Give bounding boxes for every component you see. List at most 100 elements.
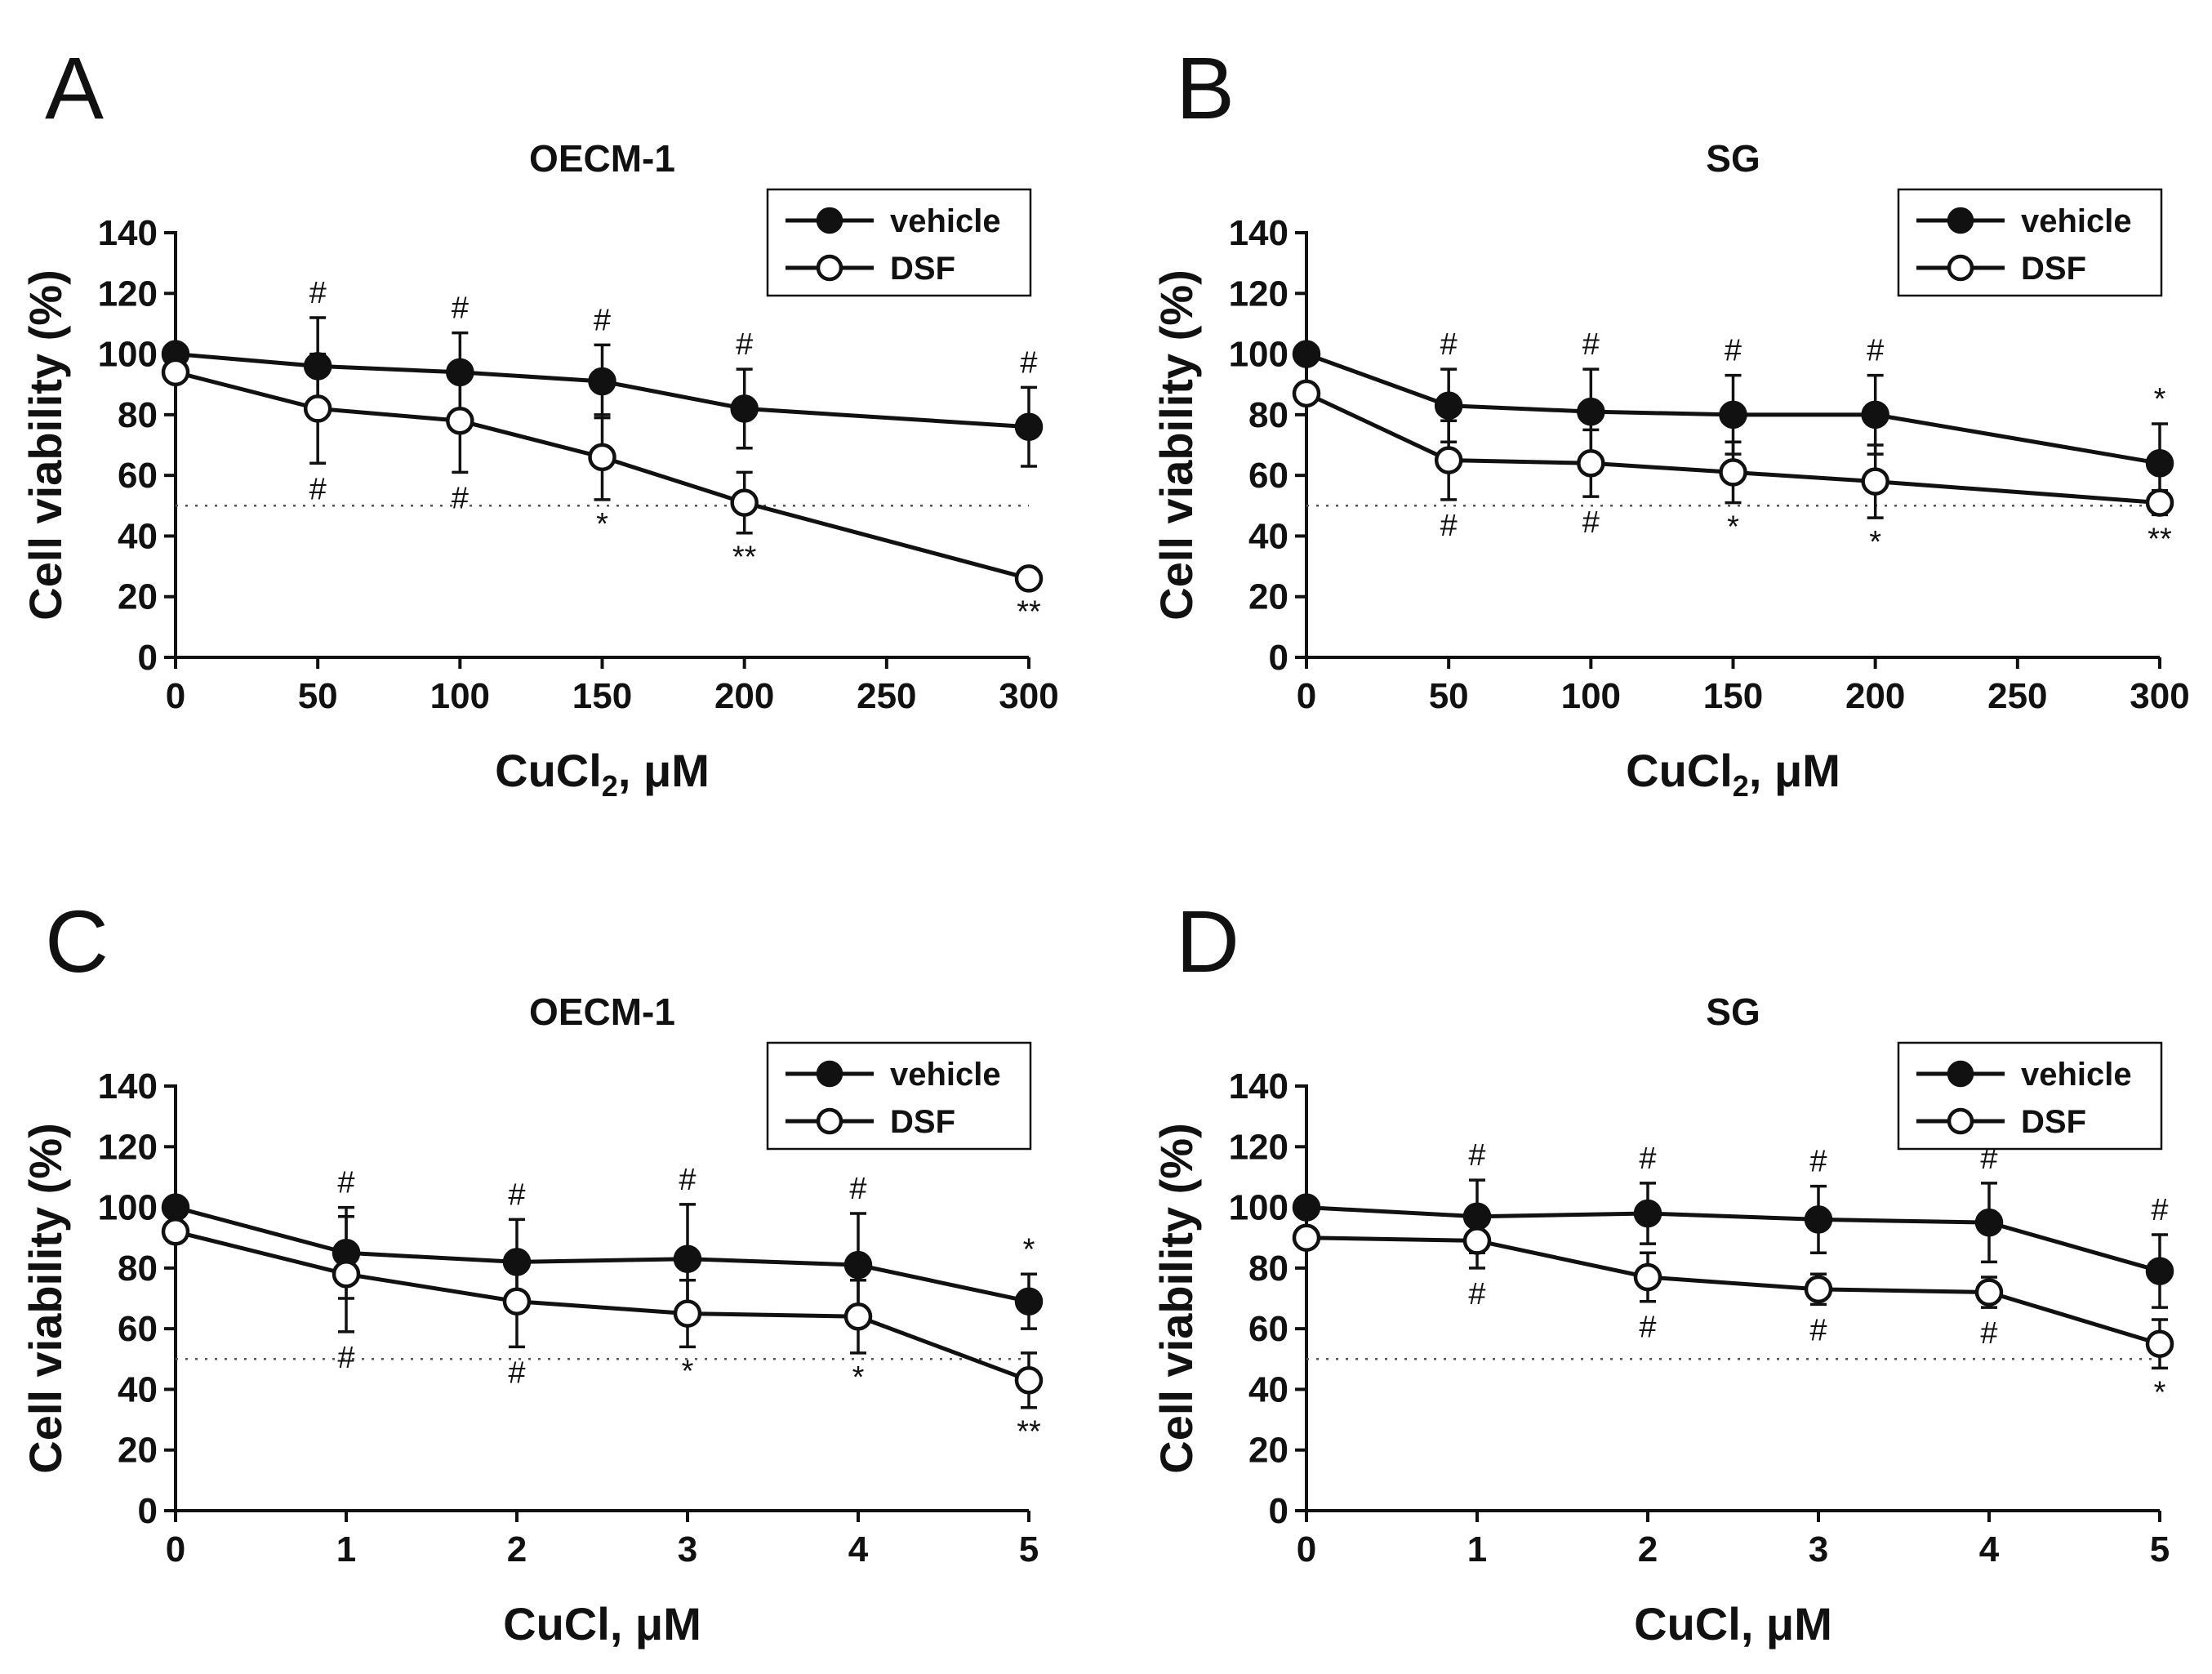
data-point: [673, 1299, 702, 1328]
significance-label: *: [1023, 1232, 1035, 1267]
data-point: [446, 407, 474, 435]
data-point: [1014, 564, 1044, 593]
significance-label: #: [1980, 1316, 1997, 1351]
y-axis-label: Cell viability (%): [20, 1123, 71, 1473]
data-point: [730, 488, 759, 517]
panel-d: D SG 0 20 40 60 80 100 120 140 0 1 2 3 4 5 Cell viabilit…: [1151, 892, 2174, 1650]
significance-label: *: [1727, 510, 1739, 545]
significance-label: #: [1809, 1313, 1827, 1347]
y-tick-label: 60: [1248, 456, 1288, 496]
legend-marker: [816, 1060, 843, 1088]
significance-label: #: [1440, 509, 1458, 543]
x-tick-label: 0: [1297, 676, 1316, 716]
data-point: [1014, 1366, 1044, 1395]
legend-marker: [816, 1107, 843, 1135]
y-tick-label: 80: [118, 395, 158, 435]
x-tick-label: 3: [678, 1529, 697, 1569]
series-line: [175, 1229, 1030, 1382]
panel-b: B SG 0 20 40 60 80 100 120 140 0 50 100 150 200 250 300 C…: [1151, 38, 2190, 803]
x-tick-label: 2: [507, 1529, 527, 1569]
series-line: [1306, 352, 2161, 465]
data-point: [1292, 1193, 1321, 1222]
series-line: [1306, 1205, 2161, 1273]
y-tick-label: 60: [1248, 1309, 1288, 1349]
legend-label: vehicle: [2021, 203, 2132, 239]
y-tick-label: 40: [1248, 516, 1288, 556]
data-point: [1292, 1223, 1321, 1252]
significance-label: #: [1468, 1138, 1485, 1173]
x-axis-label-rest: , μM: [618, 745, 710, 796]
significance-label: **: [1017, 1415, 1041, 1449]
x-tick-label: 0: [166, 676, 185, 716]
x-tick-label: 100: [430, 676, 490, 716]
y-tick-label: 20: [1248, 1431, 1288, 1471]
data-point: [1974, 1278, 2004, 1307]
series-line: [1305, 391, 2161, 505]
x-axis-label: CuCl2, μM: [1626, 745, 1840, 803]
y-tick-label: 120: [98, 274, 158, 314]
y-tick-label: 120: [1229, 1127, 1288, 1167]
x-tick-label: 1: [336, 1529, 356, 1569]
legend-label: DSF: [890, 251, 955, 287]
y-tick-label: 0: [138, 1491, 158, 1531]
significance-label: #: [508, 1356, 525, 1390]
legend-marker: [816, 254, 843, 282]
significance-label: #: [337, 1341, 354, 1375]
data-point: [1861, 467, 1889, 496]
x-tick-label: 200: [714, 676, 774, 716]
series-line: [175, 370, 1030, 581]
data-point: [161, 1218, 190, 1246]
legend-label: vehicle: [2021, 1057, 2132, 1093]
series-vehicle: # # # # *: [161, 1163, 1044, 1330]
significance-label: #: [849, 1172, 866, 1206]
x-tick-label: 5: [1019, 1529, 1039, 1569]
x-tick-label: 300: [999, 676, 1058, 716]
legend-box: [766, 188, 1032, 297]
series-dsf: # # # # *: [1292, 1212, 2174, 1409]
x-tick-label: 3: [1809, 1529, 1828, 1569]
panel-letter: C: [45, 892, 109, 991]
series-dsf: # #*****: [161, 352, 1044, 630]
legend-box: [1897, 188, 2163, 297]
chart-title: OECM-1: [529, 137, 675, 180]
data-point: [1434, 446, 1463, 474]
series-line: [175, 352, 1030, 430]
data-point: [1434, 391, 1463, 420]
data-point: [1719, 400, 1747, 430]
y-tick-label: 40: [118, 516, 158, 556]
panel-letter: B: [1176, 38, 1235, 137]
data-point: [1014, 412, 1044, 441]
significance-label: #: [1020, 345, 1037, 380]
chart-title: SG: [1706, 137, 1760, 180]
y-tick-label: 140: [1229, 1066, 1288, 1106]
x-axis-label: CuCl2, μM: [495, 745, 710, 803]
x-axis-label-rest: , μM: [1749, 745, 1840, 796]
x-axis-label: CuCl, μM: [1634, 1598, 1832, 1650]
significance-label: #: [1639, 1142, 1656, 1176]
series-line: [1306, 1235, 2161, 1347]
data-point: [1292, 340, 1321, 368]
significance-label: #: [594, 303, 611, 337]
x-tick-label: 50: [1429, 676, 1469, 716]
data-point: [1974, 1208, 2004, 1237]
legend-label: DSF: [2021, 1104, 2086, 1140]
legend-label: DSF: [890, 1104, 955, 1140]
significance-label: #: [309, 276, 327, 310]
series-dsf: ##****: [161, 1214, 1044, 1449]
data-point: [2145, 488, 2174, 517]
significance-label: #: [1639, 1311, 1656, 1345]
x-tick-label: 300: [2130, 676, 2189, 716]
series-line: [175, 1205, 1030, 1304]
panel-a: A OECM-1 0 20 40 60 80 100 120 140 0 50 100 150 200 250…: [20, 38, 1059, 803]
data-point: [2145, 1257, 2174, 1285]
y-tick-label: 140: [1229, 213, 1288, 253]
data-point: [588, 367, 616, 396]
x-tick-label: 0: [166, 1529, 185, 1569]
y-tick-label: 100: [98, 335, 158, 375]
x-tick-label: 1: [1467, 1529, 1487, 1569]
panel-letter: D: [1176, 892, 1240, 991]
significance-label: #: [1809, 1145, 1827, 1179]
data-point: [843, 1302, 873, 1331]
y-tick-label: 120: [1229, 274, 1288, 314]
chart-title: SG: [1706, 991, 1760, 1033]
